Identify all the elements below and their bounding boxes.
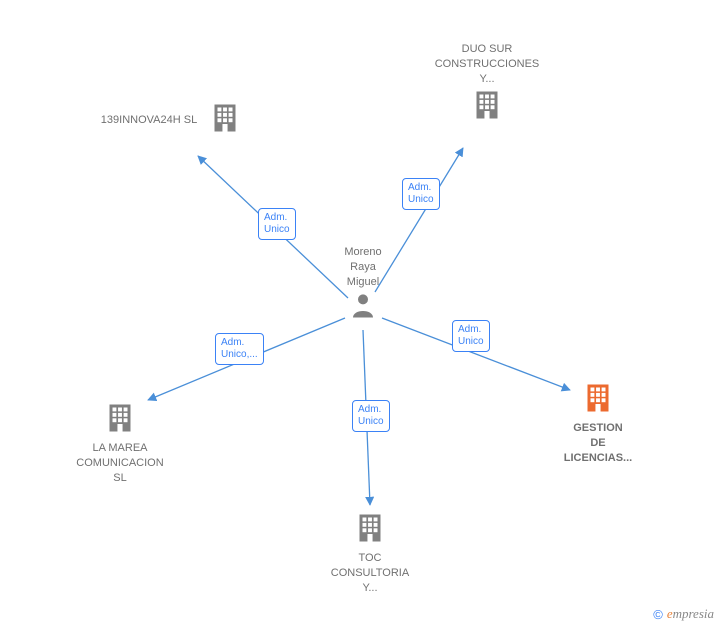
edge-label: Adm. Unico,... bbox=[215, 333, 264, 365]
building-icon bbox=[469, 87, 505, 123]
node-icon bbox=[65, 400, 175, 441]
diagram-canvas: Moreno Raya Miguel 139INNOVA24H SL DUO S… bbox=[0, 0, 728, 630]
node-label: LA MAREA COMUNICACION SL bbox=[65, 441, 175, 486]
center-node-label: Moreno Raya Miguel bbox=[333, 245, 393, 290]
edge-label: Adm. Unico bbox=[402, 178, 440, 210]
edge-label: Adm. Unico bbox=[452, 320, 490, 352]
building-icon bbox=[352, 510, 388, 546]
node-icon bbox=[543, 380, 653, 421]
node-label: 139INNOVA24H SL bbox=[101, 113, 197, 128]
person-icon bbox=[348, 290, 378, 320]
node-icon bbox=[315, 510, 425, 551]
node-icon bbox=[432, 87, 542, 128]
node-label: TOC CONSULTORIA Y... bbox=[315, 551, 425, 596]
company-node[interactable]: GESTION DE LICENCIAS... bbox=[543, 380, 653, 466]
company-node[interactable]: DUO SUR CONSTRUCCIONES Y... bbox=[432, 42, 542, 128]
company-node[interactable]: TOC CONSULTORIA Y... bbox=[315, 510, 425, 596]
node-icon bbox=[207, 100, 243, 141]
node-label: DUO SUR CONSTRUCCIONES Y... bbox=[432, 42, 542, 87]
building-icon bbox=[207, 100, 243, 136]
company-node[interactable]: LA MAREA COMUNICACION SL bbox=[65, 400, 175, 486]
company-node[interactable]: 139INNOVA24H SL bbox=[82, 100, 262, 141]
node-label: GESTION DE LICENCIAS... bbox=[543, 421, 653, 466]
brand-name: empresia bbox=[667, 606, 714, 622]
center-person-node[interactable]: Moreno Raya Miguel bbox=[333, 245, 393, 325]
copyright-symbol: © bbox=[653, 607, 663, 622]
center-node-icon bbox=[333, 290, 393, 325]
watermark: © empresia bbox=[653, 606, 714, 622]
building-icon bbox=[102, 400, 138, 436]
building-icon bbox=[580, 380, 616, 416]
edge-label: Adm. Unico bbox=[352, 400, 390, 432]
edge-label: Adm. Unico bbox=[258, 208, 296, 240]
